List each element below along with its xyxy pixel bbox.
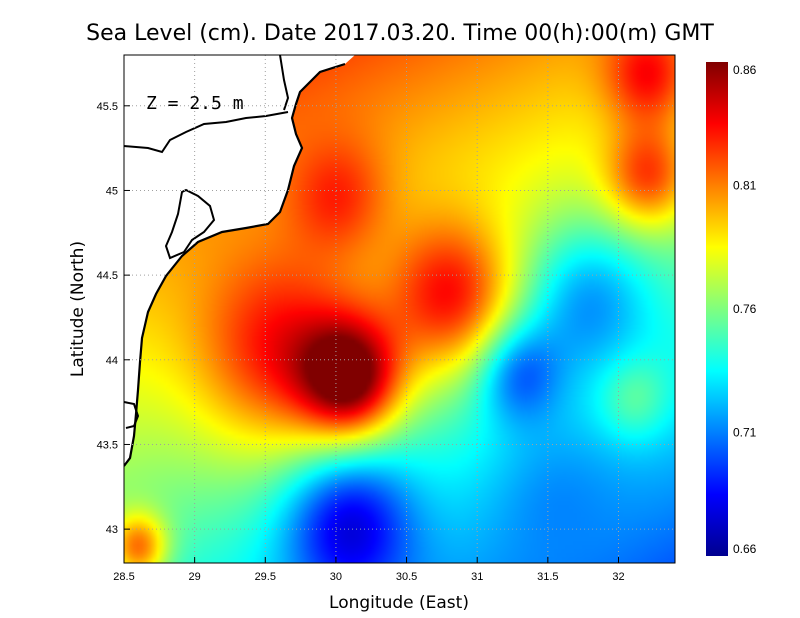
colorbar-tick-label: 0.71 [733, 426, 757, 440]
x-tick-label: 32 [612, 571, 624, 583]
coastline [124, 62, 346, 467]
map-title: Sea Level (cm). Date 2017.03.20. Time 00… [86, 21, 714, 46]
y-axis-label: Latitude (North) [68, 241, 88, 377]
map-grid [124, 55, 675, 563]
x-tick-label: 29 [189, 571, 201, 583]
x-tick-label: 28.5 [113, 571, 134, 583]
x-tick-label: 31.5 [537, 571, 558, 583]
x-tick-label: 31 [471, 571, 483, 583]
x-axis-ticks: 28.5 29 29.5 30 30.5 31 31.5 32 [113, 557, 625, 583]
y-tick-label: 44 [106, 355, 118, 367]
y-tick-label: 43 [106, 524, 118, 536]
x-tick-label: 29.5 [255, 571, 276, 583]
y-tick-label: 45.5 [97, 101, 118, 113]
danube-delta-outline [164, 188, 216, 260]
colorbar-ticks: 0.66 0.71 0.76 0.81 0.86 [733, 63, 757, 556]
depth-label: Z = 2.5 m [146, 93, 244, 114]
lake-outline [124, 401, 140, 429]
colorbar-tick-label: 0.81 [733, 179, 757, 193]
map-frame [123, 54, 676, 564]
x-tick-label: 30.5 [396, 571, 417, 583]
colorbar-tick-label: 0.66 [733, 542, 757, 556]
colorbar-tick-label: 0.76 [733, 302, 757, 316]
colorbar-tick-label: 0.86 [733, 63, 757, 77]
y-tick-label: 43.5 [97, 439, 118, 451]
x-axis-label: Longitude (East) [329, 593, 469, 613]
x-tick-label: 30 [330, 571, 342, 583]
map-plot-area: Z = 2.5 m 28.5 29 29.5 30 30.5 31 31.5 32 43 43.… [97, 54, 676, 583]
colorbar [706, 62, 728, 556]
y-axis-ticks: 43 43.5 44 44.5 45 45.5 [97, 101, 130, 536]
lagoon-outline [279, 55, 290, 111]
y-tick-label: 45 [106, 185, 118, 197]
y-tick-label: 44.5 [97, 270, 118, 282]
